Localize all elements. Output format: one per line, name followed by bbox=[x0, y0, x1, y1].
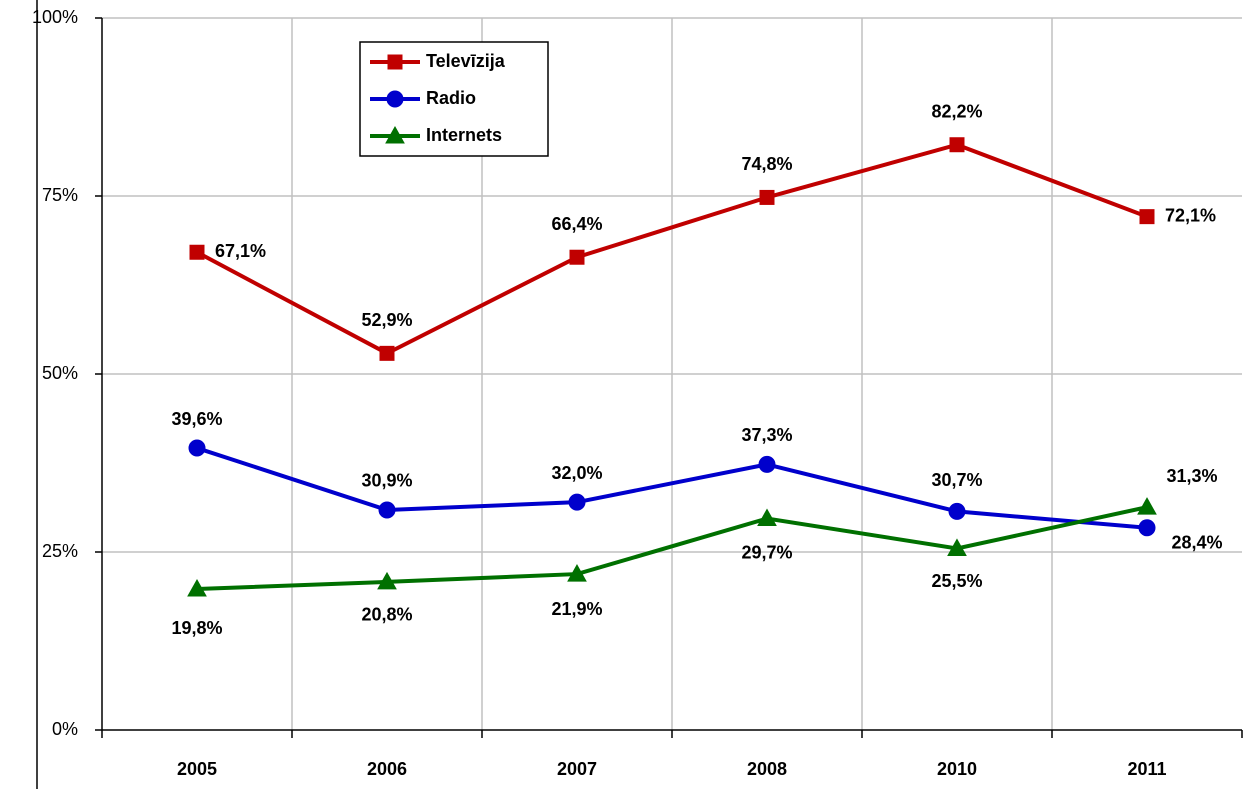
data-label: 29,7% bbox=[741, 542, 792, 562]
marker bbox=[758, 455, 776, 473]
marker bbox=[386, 90, 404, 108]
data-label: 82,2% bbox=[931, 101, 982, 121]
marker bbox=[1139, 209, 1155, 225]
marker bbox=[759, 189, 775, 205]
legend-label: Radio bbox=[426, 88, 476, 108]
x-tick-label: 2011 bbox=[1127, 759, 1166, 779]
data-label: 19,8% bbox=[171, 618, 222, 638]
marker bbox=[567, 564, 587, 582]
series-line bbox=[196, 505, 1148, 592]
data-label: 31,3% bbox=[1166, 466, 1217, 486]
data-label: 30,9% bbox=[361, 471, 412, 491]
marker bbox=[1138, 519, 1156, 537]
legend: Televīzija Radio Internets bbox=[359, 41, 549, 157]
marker bbox=[757, 508, 777, 527]
marker bbox=[187, 579, 207, 597]
data-label: 20,8% bbox=[361, 605, 412, 625]
marker bbox=[379, 345, 395, 361]
data-label: 67,1% bbox=[215, 241, 266, 261]
y-tick-label: 75% bbox=[42, 185, 78, 205]
data-label: 72,1% bbox=[1165, 205, 1216, 225]
marker bbox=[568, 493, 586, 511]
x-tick-label: 2007 bbox=[557, 759, 597, 779]
marker bbox=[189, 244, 205, 260]
series-line bbox=[196, 446, 1148, 530]
legend-label: Internets bbox=[426, 125, 502, 145]
series-line bbox=[196, 142, 1148, 356]
marker bbox=[947, 538, 967, 556]
x-tick-label: 2006 bbox=[367, 759, 407, 779]
data-label: 30,7% bbox=[931, 470, 982, 490]
marker bbox=[949, 137, 965, 153]
y-tick-label: 100% bbox=[32, 7, 78, 27]
x-tick-label: 2010 bbox=[937, 759, 977, 779]
data-label: 74,8% bbox=[741, 154, 792, 174]
data-label: 39,6% bbox=[171, 409, 222, 429]
marker bbox=[948, 502, 966, 520]
marker bbox=[378, 501, 396, 519]
data-label: 32,0% bbox=[551, 463, 602, 483]
marker bbox=[377, 571, 397, 590]
marker bbox=[1137, 497, 1157, 515]
data-label: 25,5% bbox=[931, 571, 982, 591]
data-label: 66,4% bbox=[551, 214, 602, 234]
data-label: 52,9% bbox=[361, 310, 412, 330]
y-tick-label: 50% bbox=[42, 363, 78, 383]
marker bbox=[385, 125, 405, 144]
x-tick-label: 2008 bbox=[747, 759, 787, 779]
marker bbox=[387, 54, 403, 70]
legend-label: Televīzija bbox=[426, 51, 506, 71]
y-tick-label: 0% bbox=[52, 719, 78, 739]
data-label: 21,9% bbox=[551, 599, 602, 619]
marker bbox=[569, 249, 585, 265]
data-label: 37,3% bbox=[741, 425, 792, 445]
marker bbox=[188, 439, 206, 457]
x-tick-label: 2005 bbox=[177, 759, 217, 779]
data-label: 28,4% bbox=[1171, 533, 1222, 553]
y-tick-label: 25% bbox=[42, 541, 78, 561]
